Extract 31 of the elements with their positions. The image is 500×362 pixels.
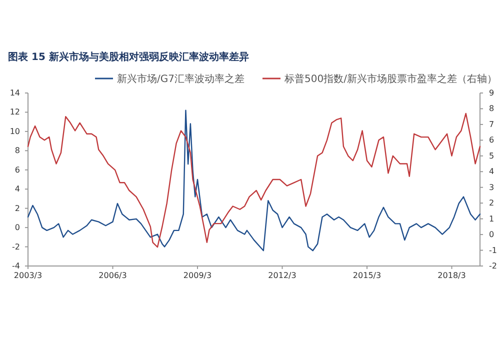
y2-tick-label: 0 <box>489 230 494 240</box>
y2-tick-label: 6 <box>489 136 494 145</box>
legend-label: 标普500指数/新兴市场股票市盈率之差（右轴） <box>283 73 497 85</box>
y-tick-label: -2 <box>12 242 20 252</box>
x-tick-label: 2018/3 <box>438 271 466 280</box>
y-tick-label: 2 <box>14 204 20 213</box>
y2-tick-label: -1 <box>489 246 497 255</box>
y2-tick-label: 7 <box>489 120 494 129</box>
y-tick-label: 12 <box>10 108 20 117</box>
y2-tick-label: 5 <box>489 151 494 160</box>
y2-tick-label: 1 <box>489 214 494 224</box>
y2-tick-label: 9 <box>489 88 494 98</box>
y2-tick-label: 4 <box>489 167 494 176</box>
chart-title: 图表 15 新兴市场与美股相对强弱反映汇率波动率差异 <box>8 51 249 63</box>
x-tick-label: 2012/3 <box>268 271 296 280</box>
y2-tick-label: -2 <box>489 262 497 270</box>
y-tick-label: -4 <box>12 262 20 270</box>
y-tick-label: 10 <box>10 126 20 136</box>
y-tick-label: 6 <box>14 165 20 174</box>
y-tick-label: 4 <box>14 184 20 194</box>
y2-tick-label: 2 <box>489 198 494 208</box>
x-tick-label: 2009/3 <box>183 271 212 280</box>
y2-tick-label: 8 <box>489 104 494 114</box>
y2-tick-label: 3 <box>489 182 494 192</box>
x-tick-label: 2015/3 <box>352 271 382 280</box>
x-tick-label: 2006/3 <box>98 271 127 280</box>
y-tick-label: 8 <box>14 146 20 156</box>
y-tick-label: 0 <box>14 223 20 232</box>
x-tick-label: 2003/3 <box>14 271 42 280</box>
legend-label: 新兴市场/G7汇率波动率之差 <box>117 73 244 85</box>
y-tick-label: 14 <box>10 88 20 98</box>
